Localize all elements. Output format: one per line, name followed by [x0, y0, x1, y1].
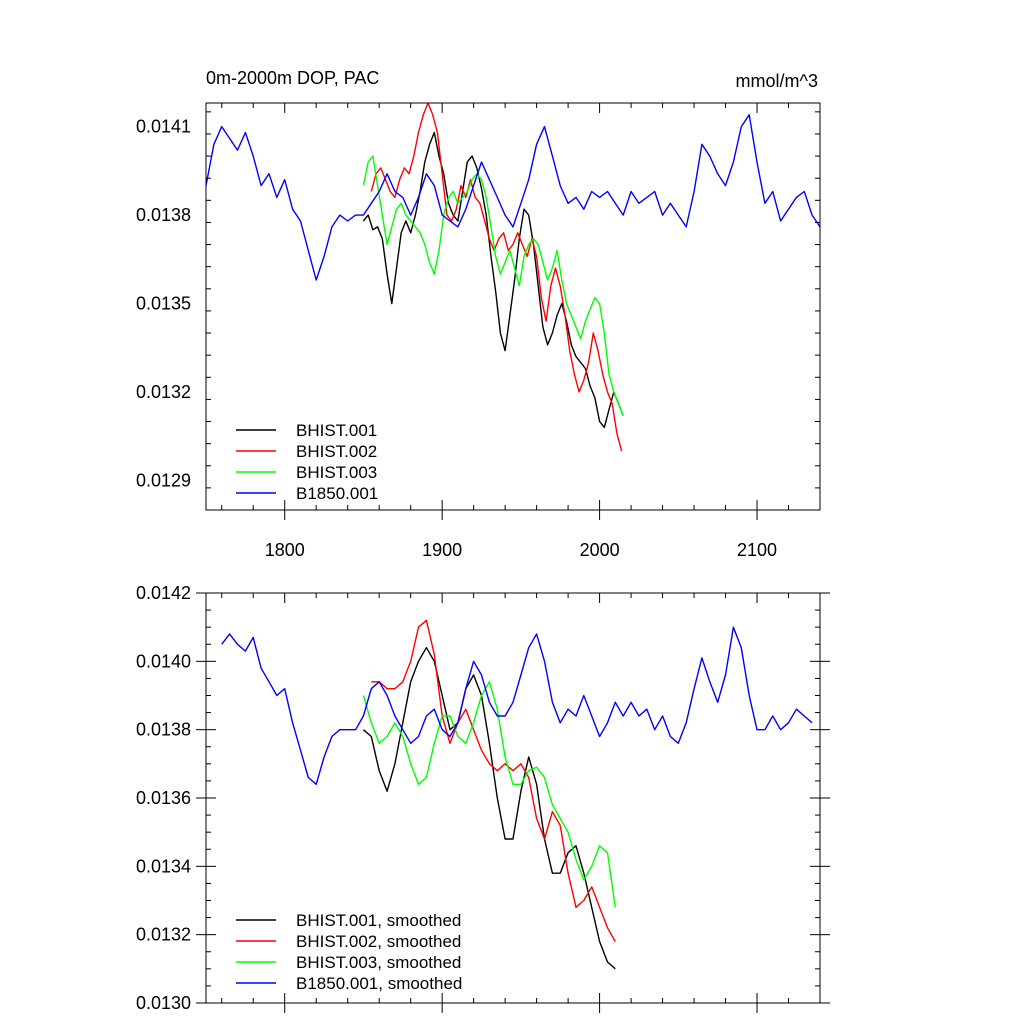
- y-tick-label: 0.0134: [136, 856, 191, 876]
- top-panel-units: mmol/m^3: [736, 71, 818, 91]
- y-tick-label: 0.0130: [136, 993, 191, 1013]
- plot-frame: [205, 102, 821, 511]
- legend-label: BHIST.003: [296, 463, 377, 482]
- series-line: [362, 155, 624, 416]
- top-panel-title: 0m-2000m DOP, PAC: [206, 68, 379, 88]
- y-tick-label: 0.0142: [136, 583, 191, 603]
- y-tick-label: 0.0138: [136, 205, 191, 225]
- y-tick-label: 0.0141: [136, 117, 191, 137]
- top-panel: 0m-2000m DOP, PAC mmol/m^3 0.0129 0.0132 0…: [136, 68, 821, 560]
- y-tick-label: 0.0138: [136, 720, 191, 740]
- series-line: [371, 619, 616, 942]
- legend-label: B1850.001, smoothed: [296, 974, 462, 993]
- x-tick-label: 2100: [737, 540, 777, 560]
- x-tick-label: 2000: [580, 540, 620, 560]
- legend-label: B1850.001: [296, 484, 378, 503]
- x-tick-label: 1900: [422, 540, 462, 560]
- series-line: [206, 114, 820, 281]
- y-tick-label: 0.0136: [136, 788, 191, 808]
- x-tick-label: 1800: [265, 540, 305, 560]
- series-line: [370, 103, 623, 452]
- y-tick-label: 0.0132: [136, 382, 191, 402]
- y-tick-label: 0.0129: [136, 471, 191, 491]
- y-tick-label: 0.0135: [136, 294, 191, 314]
- series-line: [221, 626, 813, 785]
- legend-label: BHIST.002, smoothed: [296, 932, 461, 951]
- y-tick-label: 0.0132: [136, 925, 191, 945]
- bottom-panel: 0.0130 0.0132 0.0134 0.0136 0.0138 0.0140 0.01…: [136, 583, 830, 1013]
- legend-label: BHIST.001, smoothed: [296, 911, 461, 930]
- series-line: [362, 681, 616, 908]
- legend-label: BHIST.002: [296, 442, 377, 461]
- series-line: [362, 131, 624, 429]
- legend-label: BHIST.001: [296, 421, 377, 440]
- legend-label: BHIST.003, smoothed: [296, 953, 461, 972]
- plot-frame: [205, 592, 821, 1004]
- y-tick-label: 0.0140: [136, 651, 191, 671]
